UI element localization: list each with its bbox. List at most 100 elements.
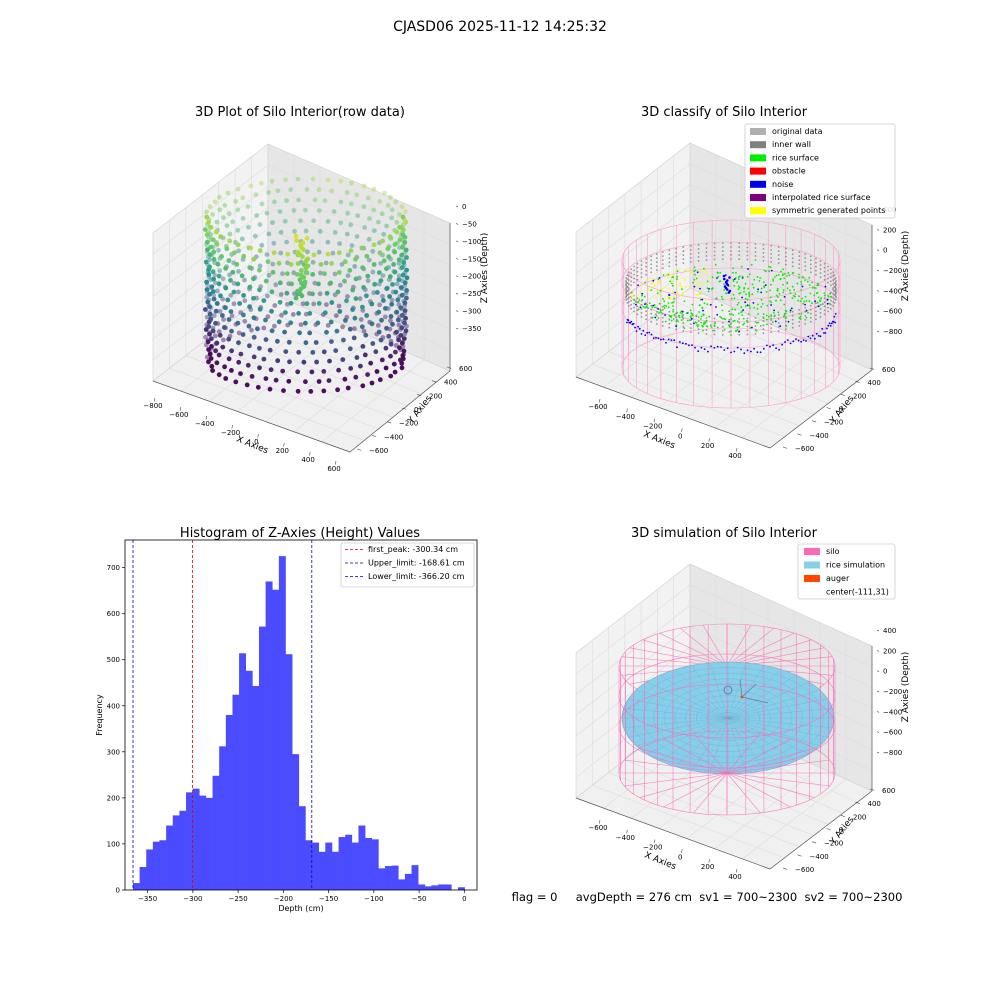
classified-point [681,310,684,313]
raw-point [247,265,253,270]
rice-mesh-spoke [691,665,729,719]
tick-label: 0 [254,438,258,446]
legend-swatch [750,154,766,162]
inner-wall-point [791,261,794,264]
classified-point [807,311,809,314]
axis-tick [876,629,880,632]
raw-point [399,325,405,331]
raw-point [207,331,212,337]
classified-point [789,289,791,292]
raw-point [362,225,367,230]
raw-point [322,310,328,316]
tick-label: −600 [883,729,902,737]
inner-wall-point [633,273,635,276]
classified-point [669,280,671,283]
inner-wall-point [689,327,692,329]
raw-point [264,210,270,216]
raw-point [275,188,281,194]
inner-wall-point [777,330,780,332]
axis-tick [782,446,788,449]
classified-point [791,285,794,288]
classified-point [814,300,817,303]
classified-point [752,286,755,289]
classified-point [631,295,633,298]
raw-point [384,325,389,331]
classified-point [698,311,700,313]
classified-point [817,296,820,299]
classified-point [710,288,713,290]
classified-point [826,302,829,305]
inner-wall-point [746,242,749,245]
hist-bar [166,825,174,890]
raw-point [258,180,264,186]
raw-point [396,273,402,279]
raw-point [303,258,309,264]
hist-bar [365,837,373,890]
classified-point [695,294,698,296]
inner-wall-point [819,276,822,278]
hist-bar [152,841,160,890]
axis-tick [708,438,710,442]
raw-point [334,328,340,334]
classified-point [819,299,821,302]
classified-point [800,313,803,315]
noise-point [635,330,638,332]
inner-wall-point [785,255,787,258]
classified-point [802,302,804,305]
raw-point [264,252,270,257]
raw-point [207,264,213,270]
tick-label: −600 [169,411,188,419]
raw-point [284,198,289,203]
raw-point [385,203,391,208]
classified-point [770,304,772,306]
classified-point [814,287,817,289]
raw-point [365,278,371,284]
inner-wall-point [682,258,685,260]
tick-label: −400 [810,853,829,861]
axis-tick [154,397,156,402]
classified-point [800,289,803,291]
classified-point [695,314,698,317]
raw-point [388,353,393,359]
inner-wall-point [827,306,829,309]
tick-label: 0 [678,432,682,440]
inner-wall-point [815,273,817,276]
classified-point [736,320,739,323]
raw-point [272,303,278,308]
classified-point [785,310,788,313]
raw-point [248,245,254,251]
inner-wall-point [705,329,708,331]
inner-wall-point [636,262,639,265]
axis-tick [811,420,817,423]
raw-point [374,369,380,374]
inner-wall-point [730,242,732,244]
raw-point [364,293,369,299]
classified-point [813,294,816,297]
classified-point [733,319,736,322]
hist-bar [172,815,180,890]
classified-point [658,280,661,283]
inner-wall-point [655,269,658,271]
raw-point [298,268,304,273]
inner-wall-point [754,333,757,335]
inner-wall-point [804,257,807,259]
noise-point [781,343,783,346]
tick-label: −200 [643,423,662,431]
rice-mesh-spoke [623,717,729,728]
y-axis-line [349,370,451,453]
classified-point [671,282,673,285]
raw-point [276,319,282,325]
raw-point [371,262,377,267]
inner-wall-point [762,244,765,246]
rice-mesh-spoke [623,708,729,719]
inner-wall-point [697,328,700,330]
classified-point [798,273,800,276]
classified-point [811,287,814,289]
rice-mesh-spoke [628,717,729,738]
classified-point [641,283,643,286]
silo-bottom-spoke [663,772,728,808]
inner-wall-point [633,269,635,272]
raw-point [403,219,409,225]
